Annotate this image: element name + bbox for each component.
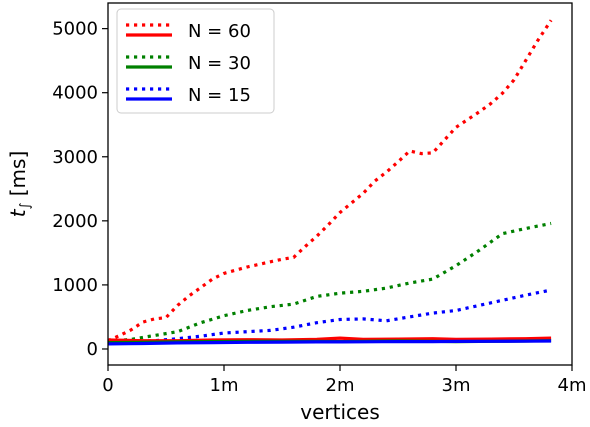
- y-tick-label: 1000: [52, 275, 98, 296]
- y-tick-label: 2000: [52, 211, 98, 232]
- x-tick-label: 0: [102, 375, 113, 396]
- y-tick-label: 4000: [52, 83, 98, 104]
- x-tick-label: 4m: [558, 375, 587, 396]
- series-line-solid-15: [107, 339, 552, 346]
- y-axis-label-unit: [ms]: [6, 151, 30, 197]
- legend: N = 60 N = 30 N = 15: [116, 8, 275, 114]
- x-axis-label: vertices: [300, 400, 379, 424]
- legend-label: N = 60: [188, 21, 251, 42]
- y-axis-label-group: t∫ [ms]: [6, 151, 33, 218]
- x-tick-label: 1m: [210, 375, 239, 396]
- y-tick-label: 5000: [52, 19, 98, 40]
- y-axis-label-subscript: ∫: [18, 202, 33, 209]
- y-axis-label: t: [6, 208, 30, 217]
- series-line-dotted-15: [107, 288, 552, 345]
- x-tick-label: 2m: [326, 375, 355, 396]
- x-tick-label: 3m: [442, 375, 471, 396]
- legend-label: N = 30: [188, 53, 251, 74]
- legend-label: N = 15: [188, 85, 251, 106]
- series-layer: [107, 19, 553, 346]
- svg-text:t∫ [ms]: t∫ [ms]: [6, 151, 33, 218]
- y-tick-label: 0: [87, 339, 98, 360]
- ticks-layer: 0 1m 2m 3m 4m 0 1000 2000 3000 4000 5000: [52, 19, 586, 396]
- y-tick-label: 3000: [52, 147, 98, 168]
- series-line-dotted-30: [107, 221, 552, 343]
